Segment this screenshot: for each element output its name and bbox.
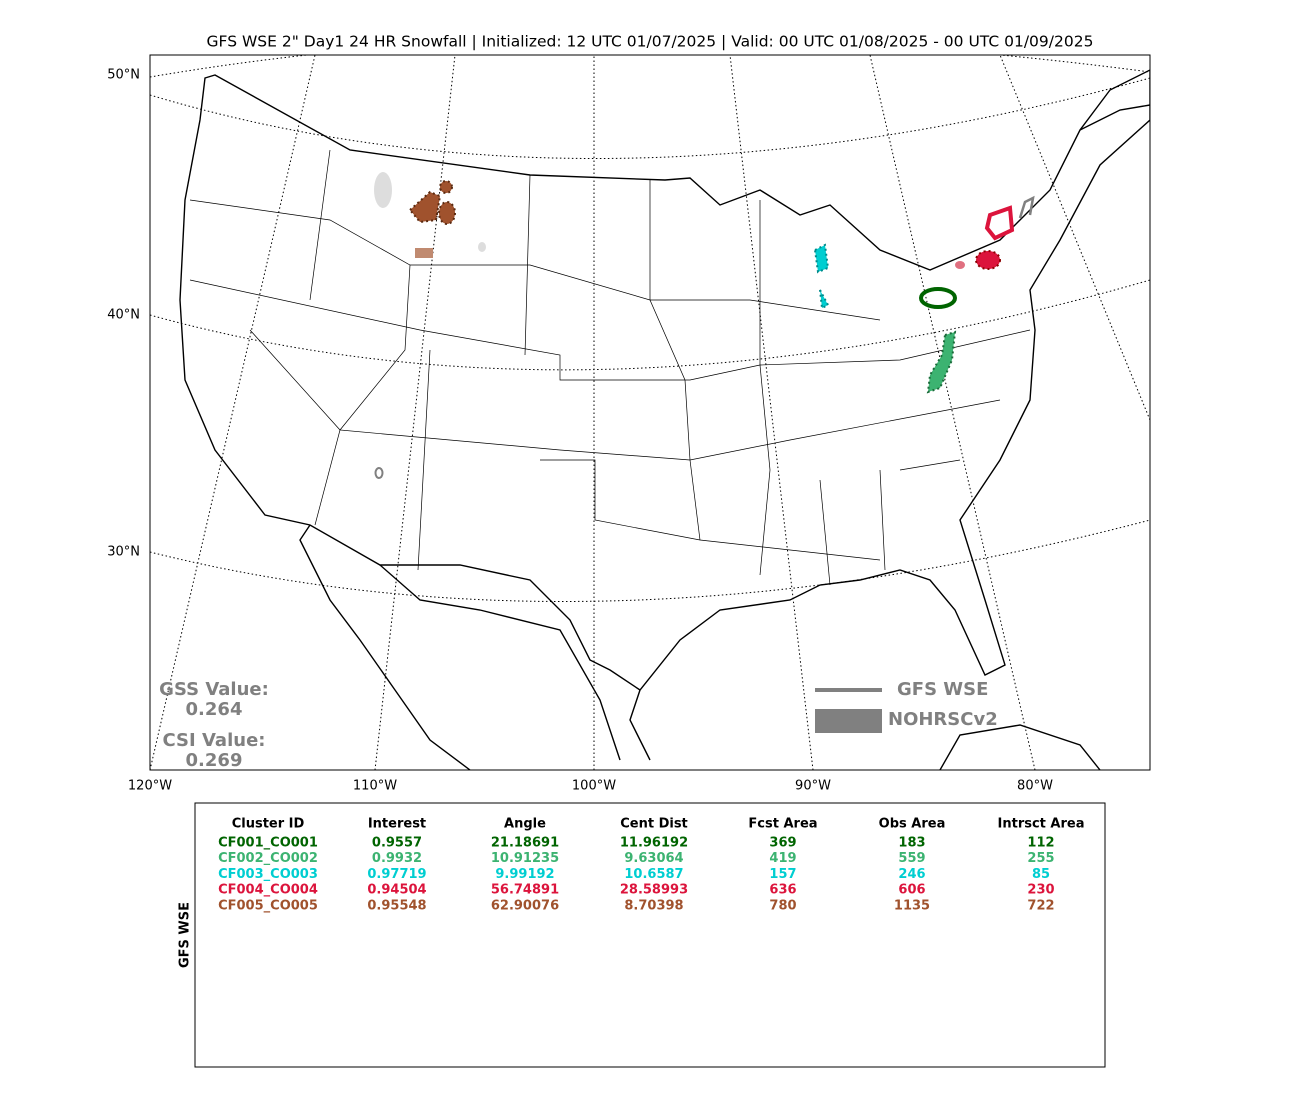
table-cell: 10.6587	[624, 867, 683, 882]
legend-patch	[815, 709, 882, 733]
table-cell: 10.91235	[491, 851, 559, 866]
cluster-5	[408, 190, 442, 224]
obs-area	[478, 242, 486, 252]
table-cell: CF005_CO005	[218, 898, 318, 913]
table-cell: CF001_CO001	[218, 836, 318, 851]
table-cell: 230	[1027, 883, 1054, 898]
mexico-outline	[299, 524, 651, 770]
cluster-5	[415, 248, 433, 258]
score-value: 0.269	[186, 750, 243, 771]
cluster-4	[984, 205, 1015, 241]
scores: GSS Value:0.264 CSI Value:0.269	[159, 679, 269, 771]
cluster-5	[438, 201, 456, 225]
score-value: 0.264	[186, 699, 243, 720]
table-cell: CF002_CO002	[218, 851, 318, 866]
cluster-2	[926, 330, 957, 394]
cluster-4	[955, 261, 965, 269]
legend-label: GFS WSE	[897, 679, 988, 700]
table-cell: 0.9557	[372, 836, 422, 851]
table-cell: 112	[1027, 836, 1054, 851]
table-cell: 56.74891	[491, 883, 559, 898]
column-header: Interest	[368, 817, 426, 832]
lat-label: 40°N	[107, 308, 140, 323]
title: GFS WSE 2" Day1 24 HR Snowfall | Initial…	[207, 33, 1094, 51]
table-cell: 419	[769, 851, 796, 866]
score-label: CSI Value:	[163, 730, 266, 751]
lon-label: 100°W	[572, 779, 616, 794]
table-cell: 559	[898, 851, 925, 866]
cluster-5	[439, 180, 453, 194]
graticule	[150, 55, 1150, 770]
lon-label: 110°W	[353, 779, 397, 794]
column-header: Angle	[504, 817, 546, 832]
table-cell: 9.63064	[624, 851, 683, 866]
column-header: Fcst Area	[748, 817, 817, 832]
table-cell: 157	[769, 867, 796, 882]
cluster-3	[813, 243, 830, 310]
state-lines	[189, 149, 1031, 586]
map-frame	[149, 54, 1151, 771]
table-cell: 1135	[894, 898, 930, 913]
table-cell: 85	[1032, 867, 1050, 882]
cluster-4	[975, 250, 1001, 270]
lon-label: 120°W	[128, 779, 172, 794]
score-label: GSS Value:	[159, 679, 269, 700]
table-ylabel: GFS WSE	[178, 902, 193, 968]
us-outline	[179, 69, 1150, 691]
table-cell: 183	[898, 836, 925, 851]
lat-label: 30°N	[107, 545, 140, 560]
table-cell: 8.70398	[624, 898, 683, 913]
table-cell: 780	[769, 898, 796, 913]
table-cell: 369	[769, 836, 796, 851]
table-cell: 0.97719	[367, 867, 426, 882]
column-header: Intrsct Area	[998, 817, 1085, 832]
table-cell: 9.99192	[495, 867, 554, 882]
table: Cluster ID Interest Angle Cent Dist Fcst Are…	[218, 817, 1084, 914]
fcst-area	[374, 467, 384, 479]
column-header: Obs Area	[879, 817, 946, 832]
table-cell: 28.58993	[620, 883, 688, 898]
lat-labels: 50°N 40°N 30°N	[107, 68, 140, 560]
table-cell: CF004_CO004	[218, 883, 318, 898]
table-cell: 636	[769, 883, 796, 898]
table-cell: 246	[898, 867, 925, 882]
table-cell: 21.18691	[491, 836, 559, 851]
lon-label: 90°W	[795, 779, 831, 794]
snow-objects	[374, 172, 1035, 479]
cluster-1	[919, 287, 957, 309]
table-cell: 11.96192	[620, 836, 688, 851]
table-cell: 0.94504	[367, 883, 426, 898]
table-cell: 62.90076	[491, 898, 559, 913]
lon-labels: 120°W 110°W 100°W 90°W 80°W	[128, 779, 1053, 794]
legend-label: NOHRSCv2	[888, 709, 998, 730]
legend: GFS WSE NOHRSCv2	[815, 679, 998, 733]
fcst-area	[1018, 195, 1035, 219]
column-header: Cent Dist	[620, 817, 688, 832]
table-frame	[194, 802, 1106, 1068]
obs-area	[374, 172, 392, 208]
table-cell: 0.9932	[372, 851, 422, 866]
lon-label: 80°W	[1017, 779, 1053, 794]
table-cell: 255	[1027, 851, 1054, 866]
table-cell: CF003_CO003	[218, 867, 318, 882]
lat-label: 50°N	[107, 68, 140, 83]
table-cell: 606	[898, 883, 925, 898]
canada-coast	[939, 104, 1150, 770]
table-cell: 722	[1027, 898, 1054, 913]
map-layer	[150, 55, 1150, 770]
column-header: Cluster ID	[232, 817, 305, 832]
table-cell: 0.95548	[367, 898, 426, 913]
